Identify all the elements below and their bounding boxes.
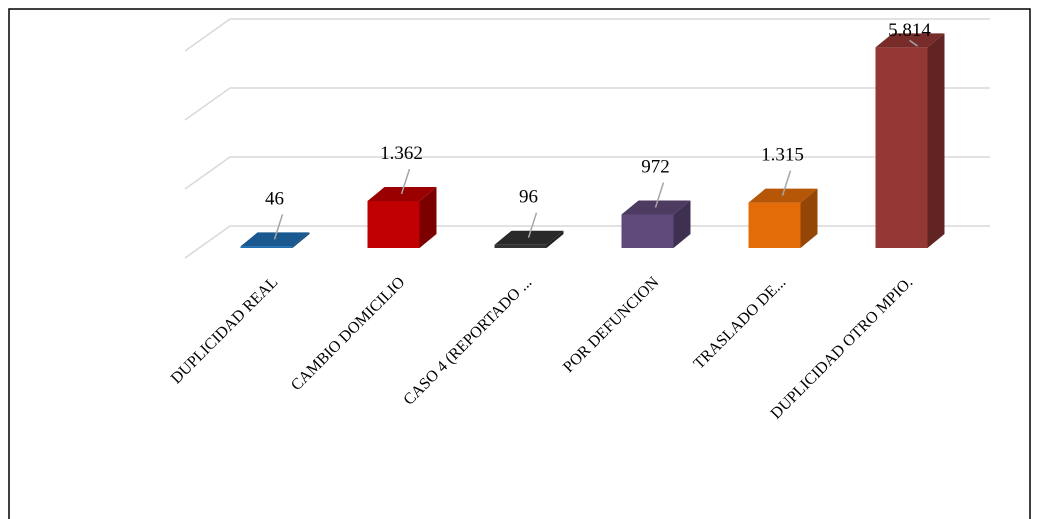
bar-side <box>546 230 564 248</box>
bar <box>621 200 691 248</box>
bar-side <box>800 188 818 248</box>
label-leader <box>654 182 665 208</box>
chart-frame <box>8 8 1031 519</box>
data-label: 5.814 <box>888 20 931 41</box>
data-label: 972 <box>641 156 670 177</box>
label-leader <box>781 170 792 196</box>
bar <box>367 187 437 248</box>
label-leader <box>527 212 538 238</box>
bar-side <box>292 232 310 248</box>
grid-line <box>184 156 990 190</box>
bar <box>748 188 818 248</box>
grid-line <box>184 18 990 52</box>
grid-line <box>184 225 990 259</box>
data-label: 1.362 <box>380 143 423 164</box>
bar-front <box>494 244 547 248</box>
label-leader <box>909 39 918 47</box>
bar-side <box>419 187 437 248</box>
bar-front <box>875 47 928 249</box>
data-label: 1.315 <box>761 145 804 166</box>
bar-front <box>367 201 420 248</box>
label-leader <box>400 168 411 195</box>
bar-front <box>240 246 293 248</box>
bar-front <box>748 202 801 248</box>
label-leader <box>273 214 284 240</box>
bar-front <box>621 214 674 248</box>
data-label: 46 <box>265 188 284 209</box>
bar-side <box>673 200 691 248</box>
bar-side <box>927 33 945 249</box>
data-label: 96 <box>519 187 538 208</box>
grid-line <box>184 87 990 121</box>
bar <box>875 33 945 249</box>
